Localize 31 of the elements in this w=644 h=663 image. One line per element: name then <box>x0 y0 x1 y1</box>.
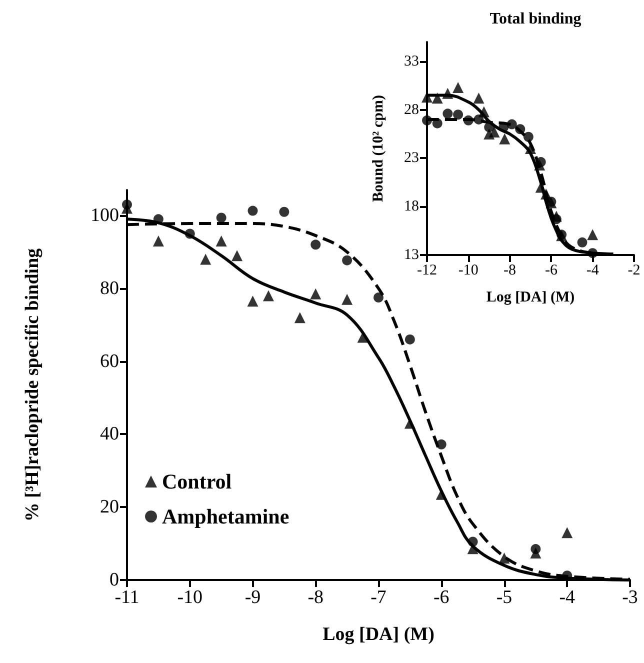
y-tick-label: 33 <box>404 53 419 70</box>
y-tick-label: 80 <box>100 278 119 299</box>
y-tick-label: 40 <box>100 424 119 445</box>
y-tick-label: 100 <box>90 205 119 226</box>
y-axis-title: % [³H]raclopride specific binding <box>22 248 43 522</box>
x-tick-label: -5 <box>496 587 512 608</box>
x-tick-label: -4 <box>586 262 600 278</box>
x-tick-label: -6 <box>544 262 558 278</box>
x-tick-label: -9 <box>244 587 261 608</box>
x-axis-title: Log [DA] (M) <box>322 624 434 645</box>
x-tick-label: -12 <box>417 262 437 278</box>
y-tick-label: 28 <box>404 102 419 118</box>
x-tick-label: -7 <box>370 587 386 608</box>
y-tick-label: 13 <box>404 247 419 263</box>
x-tick-label: -6 <box>433 587 450 608</box>
x-axis-title: Log [DA] (M) <box>486 290 575 306</box>
x-tick-label: -8 <box>308 587 324 608</box>
y-tick-label: 20 <box>100 496 119 518</box>
y-tick-label: 23 <box>404 150 419 166</box>
y-tick-label: 18 <box>404 198 419 215</box>
x-tick-label: -3 <box>622 587 638 608</box>
x-tick-label: -10 <box>458 262 478 278</box>
x-tick-label: -10 <box>177 587 203 608</box>
y-tick-label: 60 <box>100 350 119 372</box>
legend-label: Control <box>162 470 232 494</box>
x-tick-label: -8 <box>504 262 516 278</box>
legend-label: Amphetamine <box>162 504 290 528</box>
chart-title: Total binding <box>490 10 582 28</box>
y-axis-title: Bound (10² cpm) <box>370 94 386 202</box>
x-tick-label: -4 <box>559 587 576 608</box>
x-tick-label: -2 <box>628 262 640 278</box>
